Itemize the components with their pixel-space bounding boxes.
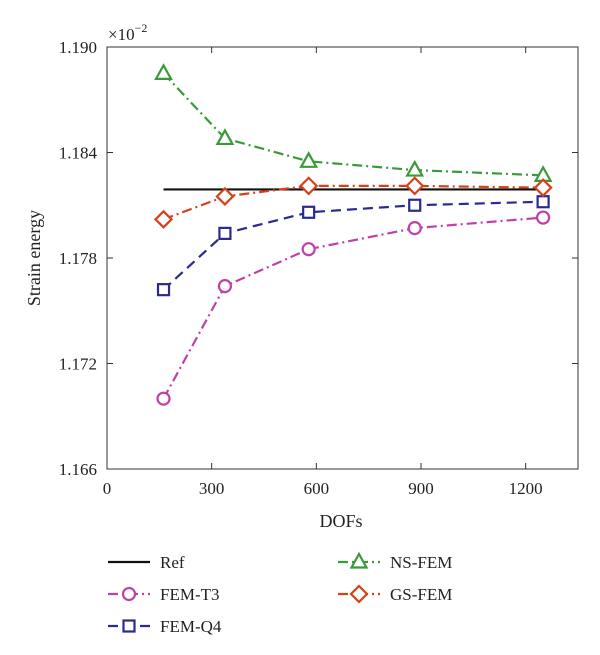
data-point-fem-q4 xyxy=(218,226,232,240)
series-line-fem-q4 xyxy=(162,200,544,291)
data-point-gs-fem xyxy=(153,209,174,229)
y-tick-label: 1.178 xyxy=(59,249,97,268)
y-axis-title: Strain energy xyxy=(24,210,44,306)
legend-item-ns-fem: NS-FEM xyxy=(338,551,452,572)
legend-item-gs-fem: GS-FEM xyxy=(338,584,452,604)
data-point-fem-t3 xyxy=(217,279,233,294)
y-multiplier: ×10−2 xyxy=(108,21,147,44)
plot-frame xyxy=(106,46,579,470)
series-fem-t3 xyxy=(156,210,551,406)
plot-area xyxy=(106,46,579,470)
data-point-ns-fem xyxy=(405,159,425,177)
series-layer xyxy=(153,63,553,406)
y-tick-label: 1.166 xyxy=(59,460,97,479)
series-gs-fem xyxy=(153,176,553,229)
data-point-fem-t3 xyxy=(536,210,551,225)
data-point-fem-q4 xyxy=(408,198,422,212)
y-axis-ticks: 1.166 1.172 1.178 1.184 1.190 xyxy=(59,38,578,479)
legend-label-ns-fem: NS-FEM xyxy=(390,553,452,572)
data-point-fem-q4 xyxy=(302,205,316,219)
x-tick-label: 900 xyxy=(408,479,434,498)
data-point-gs-fem xyxy=(405,176,425,196)
legend-item-ref: Ref xyxy=(108,553,185,572)
x-tick-label: 0 xyxy=(103,479,112,498)
legend-label-gs-fem: GS-FEM xyxy=(390,585,452,604)
y-tick-label: 1.184 xyxy=(59,144,98,163)
data-point-fem-q4 xyxy=(536,195,550,209)
y-tick-label: 1.190 xyxy=(59,38,97,57)
legend-marker-gs-fem xyxy=(349,584,369,604)
data-point-gs-fem xyxy=(215,186,235,207)
series-line-gs-fem xyxy=(163,184,544,221)
series-line-fem-t3 xyxy=(162,216,544,400)
x-tick-label: 300 xyxy=(199,479,225,498)
legend-item-fem-t3: FEM-T3 xyxy=(108,585,220,604)
legend-label-fem-q4: FEM-Q4 xyxy=(160,617,222,636)
series-fem-q4 xyxy=(156,195,550,297)
data-point-gs-fem xyxy=(533,178,553,198)
x-axis-title: DOFs xyxy=(319,511,362,531)
x-axis-ticks: 0 300 600 900 1200 xyxy=(103,47,543,498)
data-point-fem-t3 xyxy=(156,391,171,406)
legend-item-fem-q4: FEM-Q4 xyxy=(108,617,222,636)
legend-label-ref: Ref xyxy=(160,553,185,572)
legend-marker-fem-t3 xyxy=(121,586,137,602)
data-point-ns-fem xyxy=(299,151,319,168)
data-point-ns-fem xyxy=(215,128,235,146)
x-tick-label: 600 xyxy=(304,479,330,498)
data-point-fem-t3 xyxy=(407,221,422,236)
legend-marker-fem-q4 xyxy=(122,619,136,633)
legend-label-fem-t3: FEM-T3 xyxy=(160,585,220,604)
series-ns-fem xyxy=(154,63,553,182)
data-point-fem-q4 xyxy=(156,283,171,297)
legend-marker-ns-fem xyxy=(349,551,369,569)
data-point-gs-fem xyxy=(299,176,319,196)
series-line-ns-fem xyxy=(162,72,544,177)
legend: Ref FEM-T3 FEM-Q4 NS-FEM GS-FEM xyxy=(108,551,452,636)
data-point-fem-t3 xyxy=(301,242,316,257)
x-tick-label: 1200 xyxy=(509,479,543,498)
y-tick-label: 1.172 xyxy=(59,355,97,374)
data-point-ns-fem xyxy=(154,63,173,80)
